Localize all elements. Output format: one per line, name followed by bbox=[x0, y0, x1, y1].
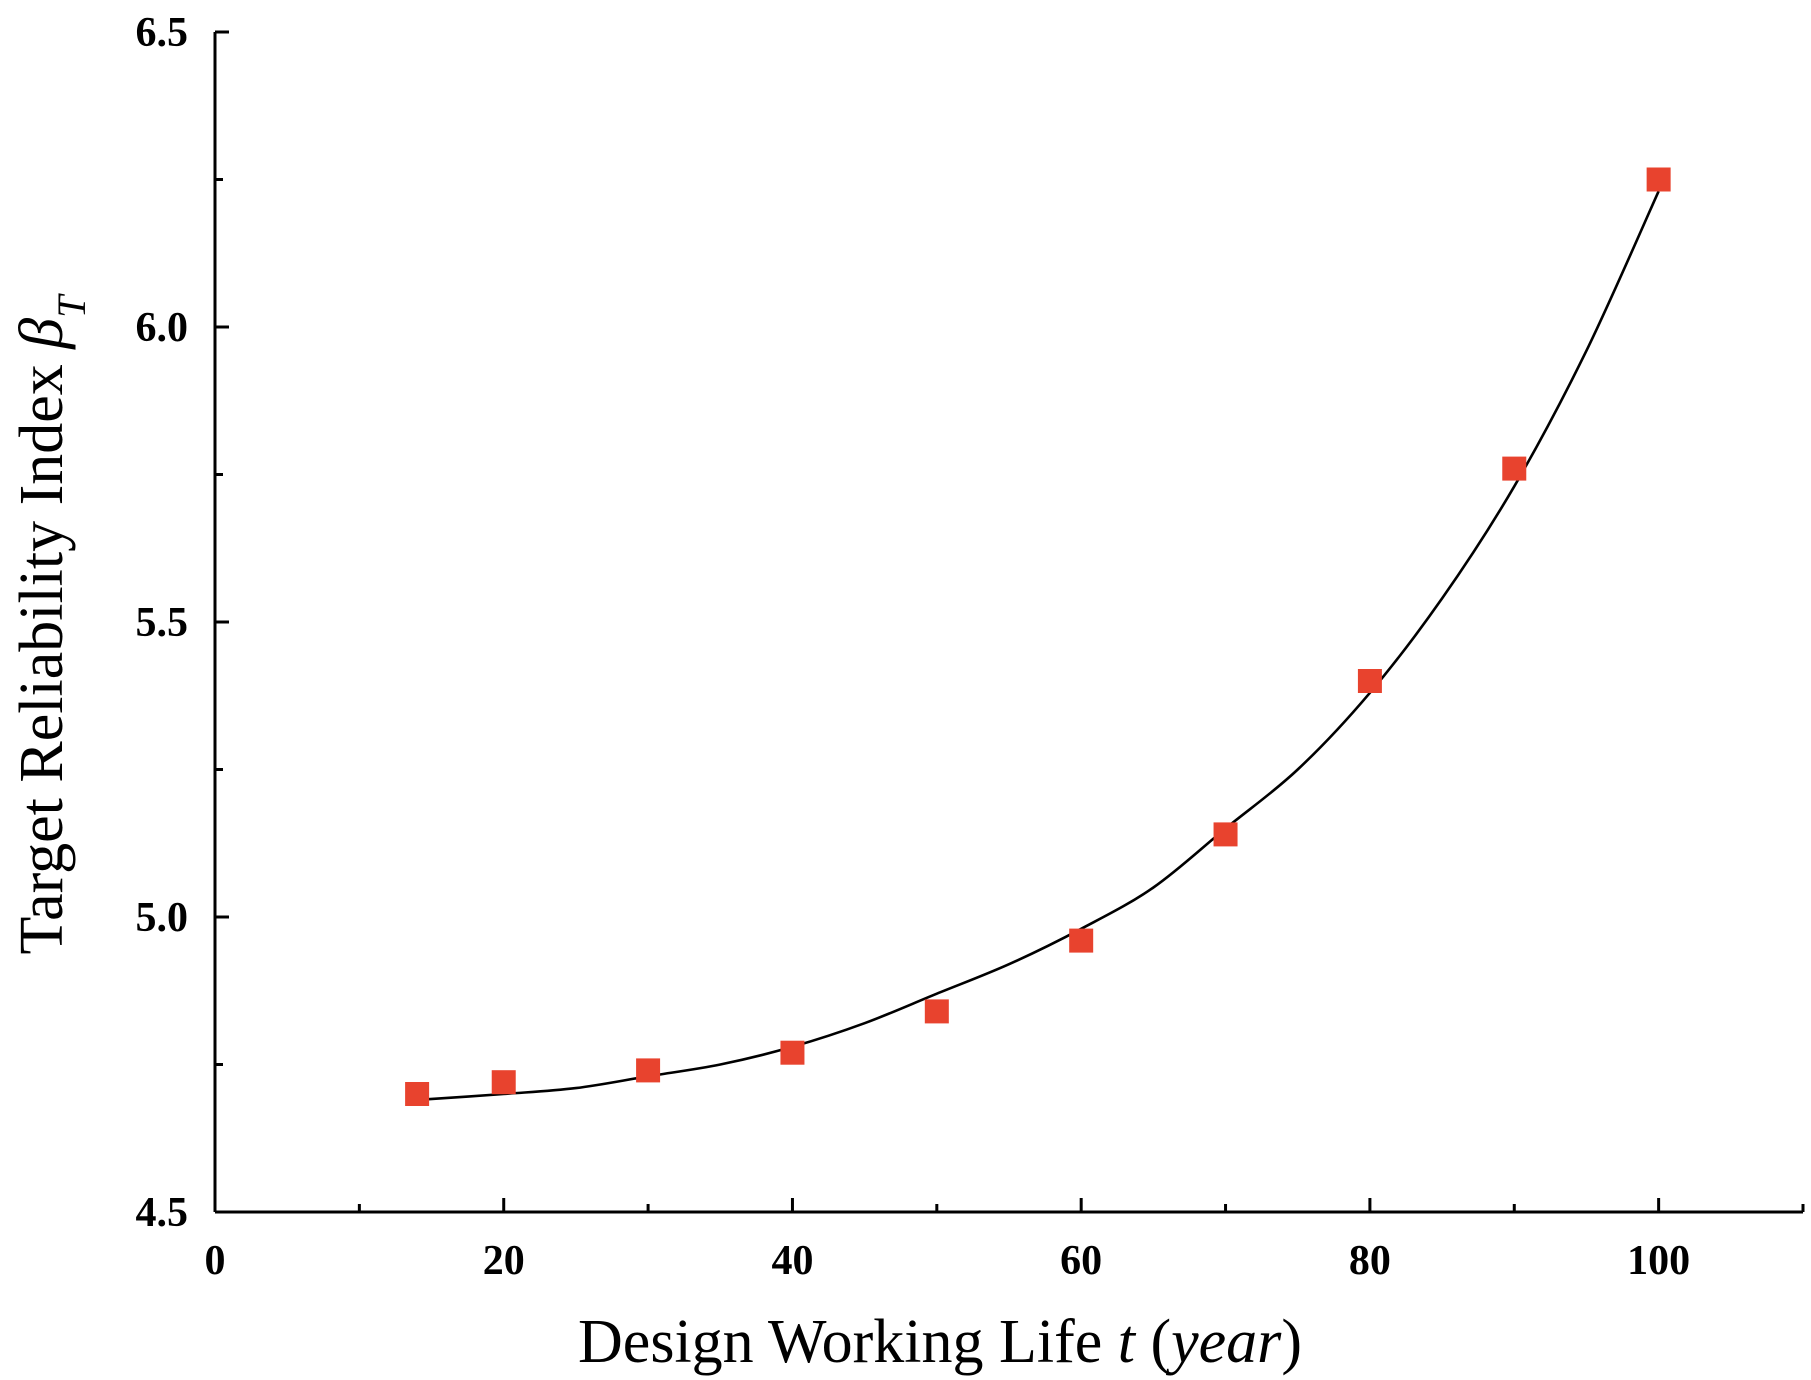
fit-curve bbox=[417, 190, 1660, 1102]
x-tick-label: 0 bbox=[205, 1238, 226, 1284]
x-tick-label: 100 bbox=[1627, 1238, 1690, 1284]
data-point-marker bbox=[1646, 167, 1671, 192]
data-point-marker bbox=[405, 1082, 430, 1106]
data-marker-layer bbox=[405, 167, 1671, 1106]
x-tick-label: 20 bbox=[483, 1238, 525, 1284]
axes bbox=[213, 30, 1805, 1214]
data-point-marker bbox=[1502, 456, 1527, 481]
y-axis-title: Target Reliability Index βT bbox=[8, 293, 94, 955]
data-point-marker bbox=[491, 1070, 516, 1095]
fit-curve-layer bbox=[417, 190, 1660, 1102]
x-axis-title: Design Working Life t (year) bbox=[578, 1308, 1302, 1376]
data-point-marker bbox=[1069, 928, 1094, 953]
x-axis-title-unit-open: ( bbox=[1135, 1308, 1171, 1376]
data-point-marker bbox=[1213, 822, 1238, 847]
x-axis-title-variable: t bbox=[1118, 1308, 1137, 1376]
y-axis-title-main: Target Reliability Index bbox=[8, 349, 76, 955]
y-tick-label: 4.5 bbox=[136, 1190, 189, 1236]
data-point-marker bbox=[636, 1058, 661, 1083]
y-tick-label: 5.5 bbox=[136, 600, 189, 646]
y-axis-title-variable: β bbox=[8, 318, 76, 350]
y-tick-label: 6.5 bbox=[136, 10, 189, 56]
x-axis-title-unit-close: ) bbox=[1281, 1308, 1302, 1376]
y-tick-label: 6.0 bbox=[136, 305, 189, 351]
y-tick-label: 5.0 bbox=[136, 895, 189, 941]
x-tick-label: 40 bbox=[771, 1238, 813, 1284]
x-axis-title-unit: year bbox=[1165, 1308, 1282, 1376]
x-axis-title-main: Design Working Life bbox=[578, 1308, 1118, 1376]
data-point-marker bbox=[780, 1040, 805, 1065]
data-point-marker bbox=[1357, 669, 1382, 693]
tick-labels: 0 20 40 60 80 100 4.5 5.0 5.5 6.0 6.5 bbox=[136, 10, 1691, 1284]
y-axis-title-subscript: T bbox=[49, 293, 94, 318]
x-tick-label: 60 bbox=[1060, 1238, 1102, 1284]
x-tick-label: 80 bbox=[1349, 1238, 1391, 1284]
data-point-marker bbox=[924, 999, 949, 1024]
